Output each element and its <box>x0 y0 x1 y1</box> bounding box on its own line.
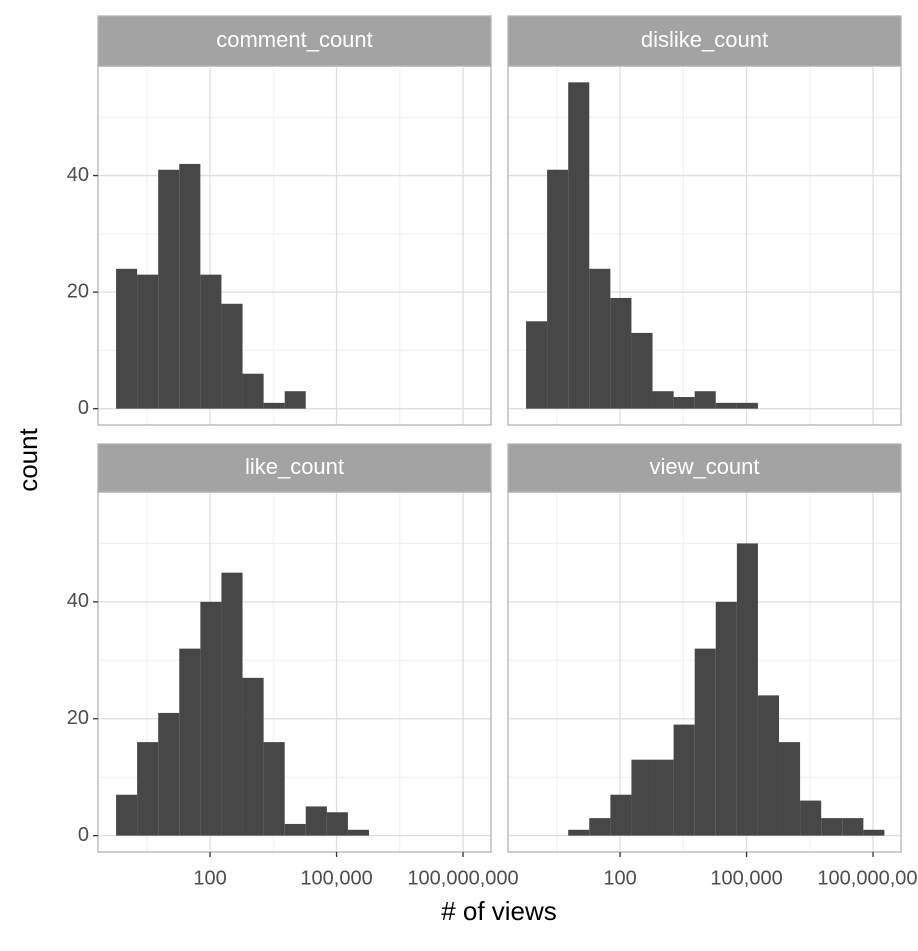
bar <box>652 759 674 836</box>
bar <box>673 724 695 836</box>
bar <box>547 169 569 409</box>
bar <box>200 601 222 836</box>
bar <box>221 572 243 836</box>
bar <box>694 391 716 409</box>
bar <box>800 800 822 836</box>
strip-label: dislike_count <box>641 27 768 52</box>
bar <box>116 268 138 409</box>
bar <box>116 794 138 836</box>
bar <box>200 274 222 409</box>
x-tick-label: 100 <box>603 867 636 889</box>
strip-label: like_count <box>245 454 344 479</box>
y-tick-label: 20 <box>67 280 89 302</box>
bar <box>610 794 632 836</box>
x-tick-label: 100,000,000 <box>407 867 518 889</box>
x-tick-label: 100,000,000 <box>817 867 918 889</box>
bar <box>652 391 674 409</box>
y-axis-title: count <box>13 427 43 491</box>
bar <box>263 742 285 836</box>
bar <box>526 321 548 409</box>
bar <box>242 373 264 409</box>
bar <box>610 297 632 409</box>
bar <box>736 402 758 409</box>
bar <box>242 677 264 836</box>
y-tick-label: 0 <box>78 397 89 419</box>
bar <box>263 402 285 409</box>
strip <box>97 15 492 67</box>
bar <box>736 543 758 836</box>
bar <box>179 648 201 836</box>
bar <box>631 759 653 836</box>
bar <box>715 601 737 836</box>
x-axis-title: # of views <box>441 896 557 926</box>
bar <box>347 829 370 836</box>
bar <box>715 402 737 409</box>
bar <box>589 818 611 836</box>
strip <box>507 443 902 493</box>
bar <box>158 712 180 836</box>
strip <box>97 443 492 493</box>
strip-label: comment_count <box>216 27 373 52</box>
bar <box>221 303 243 409</box>
y-tick-label: 0 <box>78 824 89 846</box>
bar <box>284 823 306 836</box>
bar <box>305 806 327 836</box>
bar <box>631 332 653 409</box>
strip <box>507 15 902 67</box>
bar <box>568 82 590 409</box>
bar <box>589 268 611 409</box>
y-tick-label: 20 <box>67 707 89 729</box>
bar <box>757 695 780 836</box>
x-tick-label: 100 <box>193 867 226 889</box>
bar <box>568 829 590 836</box>
bar <box>673 397 695 409</box>
bar <box>179 163 201 409</box>
bar <box>137 742 159 836</box>
x-tick-label: 100,000 <box>710 867 782 889</box>
bar <box>779 742 801 836</box>
x-tick-label: 100,000 <box>300 867 372 889</box>
bar <box>284 391 306 409</box>
bar <box>821 818 843 836</box>
bar <box>158 169 180 409</box>
y-tick-label: 40 <box>67 164 89 186</box>
y-tick-label: 40 <box>67 590 89 612</box>
bar <box>842 818 864 836</box>
bar <box>863 829 885 836</box>
strip-label: view_count <box>649 454 759 479</box>
bar <box>137 274 159 409</box>
bar <box>326 812 348 836</box>
bar <box>694 648 716 836</box>
